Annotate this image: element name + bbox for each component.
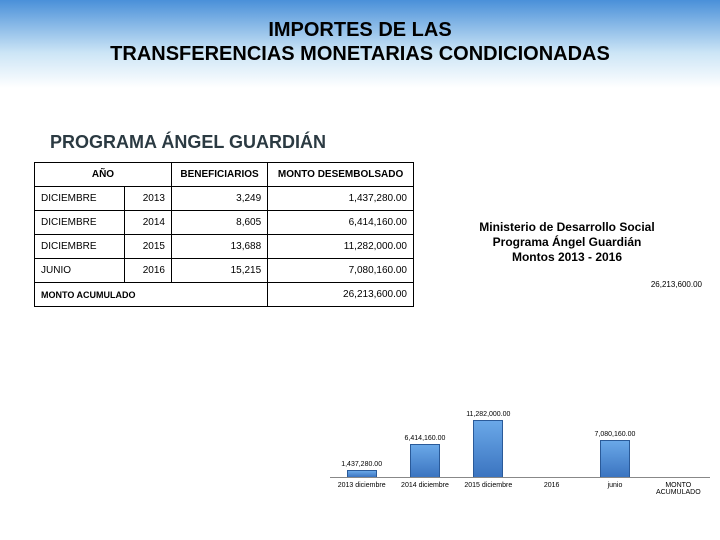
acumulado-label: MONTO ACUMULADO xyxy=(35,283,268,307)
ministerio-l1: Ministerio de Desarrollo Social xyxy=(479,220,654,234)
bar-chart: 1,437,280.00 6,414,160.00 11,282,000.00 7,0… xyxy=(330,342,710,502)
cell-monto: 11,282,000.00 xyxy=(268,235,414,259)
x-axis-label: junio xyxy=(583,480,646,502)
xlabels-container: 2013 diciembre2014 diciembre2015 diciemb… xyxy=(330,480,710,502)
table-row: JUNIO 2016 15,215 7,080,160.00 xyxy=(35,259,414,283)
cell-benef: 3,249 xyxy=(171,187,267,211)
x-axis-label: 2016 xyxy=(520,480,583,502)
cell-mes: JUNIO xyxy=(35,259,125,283)
cell-ano: 2014 xyxy=(125,211,172,235)
cell-benef: 8,605 xyxy=(171,211,267,235)
bar-value-label: 1,437,280.00 xyxy=(341,461,382,468)
bar-slot: 6,414,160.00 xyxy=(393,435,456,478)
bar xyxy=(410,444,440,478)
bar-slot: 7,080,160.00 xyxy=(583,431,646,478)
cell-benef: 15,215 xyxy=(171,259,267,283)
table-row: DICIEMBRE 2014 8,605 6,414,160.00 xyxy=(35,211,414,235)
program-subtitle: PROGRAMA ÁNGEL GUARDIÁN xyxy=(50,132,326,153)
cell-monto: 6,414,160.00 xyxy=(268,211,414,235)
cell-mes: DICIEMBRE xyxy=(35,211,125,235)
cell-mes: DICIEMBRE xyxy=(35,235,125,259)
bar xyxy=(600,440,630,478)
bar-slot: 1,437,280.00 xyxy=(330,461,393,478)
bar xyxy=(473,420,503,478)
x-axis-label: 2013 diciembre xyxy=(330,480,393,502)
col-ano: AÑO xyxy=(35,163,172,187)
cell-ano: 2016 xyxy=(125,259,172,283)
cell-monto: 1,437,280.00 xyxy=(268,187,414,211)
cell-benef: 13,688 xyxy=(171,235,267,259)
bar-slot: 11,282,000.00 xyxy=(457,411,520,478)
table-row: DICIEMBRE 2015 13,688 11,282,000.00 xyxy=(35,235,414,259)
slide-title: IMPORTES DE LAS TRANSFERENCIAS MONETARIA… xyxy=(0,18,720,66)
chart-baseline xyxy=(330,477,710,478)
col-benef: BENEFICIARIOS xyxy=(171,163,267,187)
table-acumulado-row: MONTO ACUMULADO 26,213,600.00 xyxy=(35,283,414,307)
table-row: DICIEMBRE 2013 3,249 1,437,280.00 xyxy=(35,187,414,211)
ministerio-block: Ministerio de Desarrollo Social Programa… xyxy=(444,220,690,265)
data-table: AÑO BENEFICIARIOS MONTO DESEMBOLSADO DIC… xyxy=(34,162,414,307)
ministerio-l3: Montos 2013 - 2016 xyxy=(512,250,622,264)
table-header-row: AÑO BENEFICIARIOS MONTO DESEMBOLSADO xyxy=(35,163,414,187)
x-axis-label: MONTO ACUMULADO xyxy=(647,480,710,502)
cell-ano: 2015 xyxy=(125,235,172,259)
title-line1: IMPORTES DE LAS xyxy=(268,19,451,41)
x-axis-label: 2015 diciembre xyxy=(457,480,520,502)
ministerio-l2: Programa Ángel Guardián xyxy=(493,235,642,249)
bar-value-label: 7,080,160.00 xyxy=(595,431,636,438)
bars-container: 1,437,280.00 6,414,160.00 11,282,000.00 7,0… xyxy=(330,348,710,478)
title-line2: TRANSFERENCIAS MONETARIAS CONDICIONADAS xyxy=(110,43,610,65)
slide: { "header": { "line1": "IMPORTES DE LAS"… xyxy=(0,0,720,540)
cell-ano: 2013 xyxy=(125,187,172,211)
x-axis-label: 2014 diciembre xyxy=(393,480,456,502)
chart-total-label: 26,213,600.00 xyxy=(651,280,702,289)
bar-value-label: 11,282,000.00 xyxy=(466,411,510,418)
cell-mes: DICIEMBRE xyxy=(35,187,125,211)
acumulado-value: 26,213,600.00 xyxy=(268,283,414,307)
bar-value-label: 6,414,160.00 xyxy=(405,435,446,442)
cell-monto: 7,080,160.00 xyxy=(268,259,414,283)
col-monto: MONTO DESEMBOLSADO xyxy=(268,163,414,187)
